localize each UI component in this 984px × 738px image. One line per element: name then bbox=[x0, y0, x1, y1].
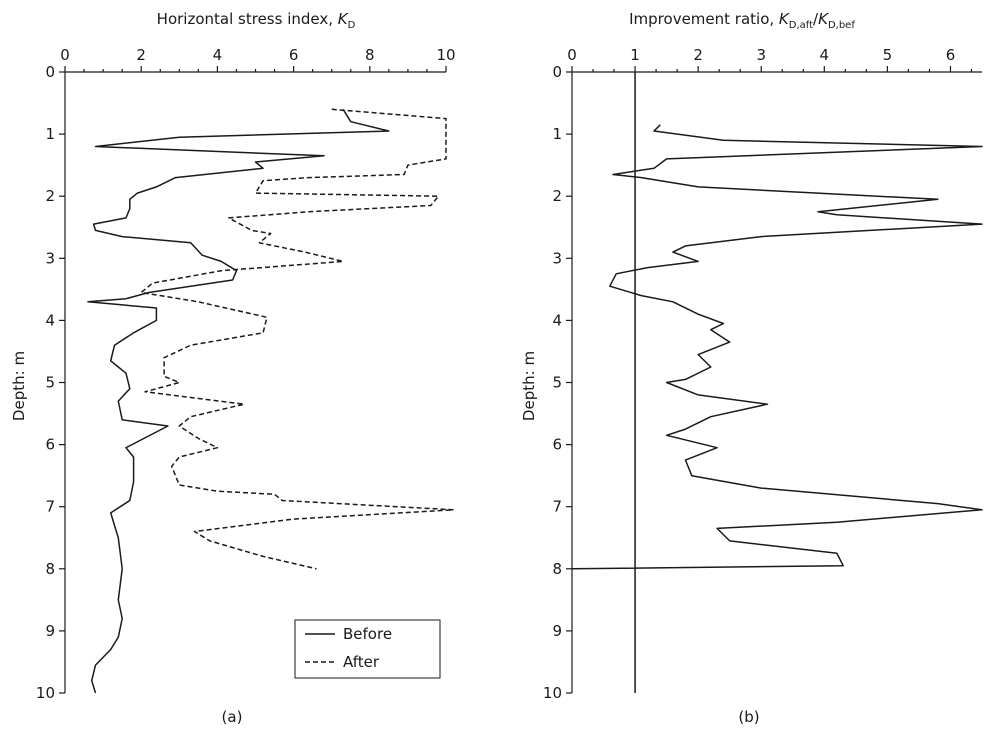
panel-a-x-axis-title: Horizontal stress index, KD bbox=[157, 10, 356, 31]
panel-b-y-tick-label: 2 bbox=[552, 187, 562, 205]
panel-b-x-axis-title: Improvement ratio, KD,aft/KD,bef bbox=[629, 10, 855, 31]
panel-b-y-tick-label: 1 bbox=[552, 125, 562, 143]
legend: Before After bbox=[294, 619, 441, 679]
panel-b-y-tick-label: 5 bbox=[552, 374, 562, 392]
panel-a-chart: Horizontal stress index, KD Depth: m (a)… bbox=[10, 10, 456, 726]
panel-a-x-tick-label: 10 bbox=[436, 46, 455, 64]
panel-a-y-tick-label: 2 bbox=[45, 187, 55, 205]
panel-b-y-tick-label: 7 bbox=[552, 498, 562, 516]
panel-a-y-tick-label: 7 bbox=[45, 498, 55, 516]
panel-b-y-tick-label: 0 bbox=[552, 63, 562, 81]
panel-a-label: (a) bbox=[222, 708, 243, 726]
panel-b-y-tick-label: 6 bbox=[552, 436, 562, 454]
panel-a-y-tick-label: 0 bbox=[45, 63, 55, 81]
panel-b-chart: Improvement ratio, KD,aft/KD,bef Depth: … bbox=[520, 10, 983, 726]
panel-a-x-tick-label: 4 bbox=[213, 46, 223, 64]
panel-a-y-tick-label: 1 bbox=[45, 125, 55, 143]
panel-b-x-tick-label: 2 bbox=[693, 46, 703, 64]
panel-a-series-before bbox=[87, 108, 390, 694]
panel-a-series-after bbox=[140, 108, 455, 570]
panel-b-x-tick-label: 5 bbox=[883, 46, 893, 64]
panel-b-x-tick-label: 1 bbox=[630, 46, 640, 64]
panel-b-x-tick-label: 0 bbox=[567, 46, 577, 64]
panel-a-series bbox=[87, 108, 455, 694]
panel-a-x-tick-label: 6 bbox=[289, 46, 299, 64]
panel-b-label: (b) bbox=[738, 708, 759, 726]
panel-b-x-tick-label: 6 bbox=[946, 46, 956, 64]
panel-a-y-tick-label: 6 bbox=[45, 436, 55, 454]
panel-b-series bbox=[571, 124, 983, 570]
panel-b-x-tick-label: 3 bbox=[756, 46, 766, 64]
panel-b-axes: 0 1 2 3 4 5 6 0 1 2 3 4 5 6 7 8 9 10 bbox=[543, 46, 982, 702]
panel-a-y-tick-label: 5 bbox=[45, 374, 55, 392]
panel-b-y-axis-title: Depth: m bbox=[520, 351, 538, 421]
legend-after-label: After bbox=[343, 653, 380, 671]
panel-a-x-tick-label: 2 bbox=[136, 46, 146, 64]
panel-a-axes: 0 2 4 6 8 10 0 1 2 3 4 5 6 7 8 9 10 bbox=[36, 46, 456, 702]
panel-b-y-tick-label: 10 bbox=[543, 684, 562, 702]
panel-b-y-tick-label: 4 bbox=[552, 311, 562, 329]
panel-a-y-tick-label: 3 bbox=[45, 249, 55, 267]
panel-b-series-ratio bbox=[571, 124, 983, 570]
panel-b-y-tick-label: 9 bbox=[552, 622, 562, 640]
legend-box bbox=[294, 619, 441, 679]
panel-b-y-tick-label: 3 bbox=[552, 249, 562, 267]
panel-a-y-tick-label: 9 bbox=[45, 622, 55, 640]
panel-b-y-tick-label: 8 bbox=[552, 560, 562, 578]
panel-a-x-tick-label: 0 bbox=[60, 46, 70, 64]
panel-a-x-tick-label: 8 bbox=[365, 46, 375, 64]
panel-a-y-axis-title: Depth: m bbox=[10, 351, 28, 421]
panel-a-y-tick-label: 8 bbox=[45, 560, 55, 578]
panel-a-y-tick-label: 10 bbox=[36, 684, 55, 702]
legend-before-label: Before bbox=[343, 625, 392, 643]
panel-a-y-tick-label: 4 bbox=[45, 311, 55, 329]
panel-b-x-tick-label: 4 bbox=[820, 46, 830, 64]
